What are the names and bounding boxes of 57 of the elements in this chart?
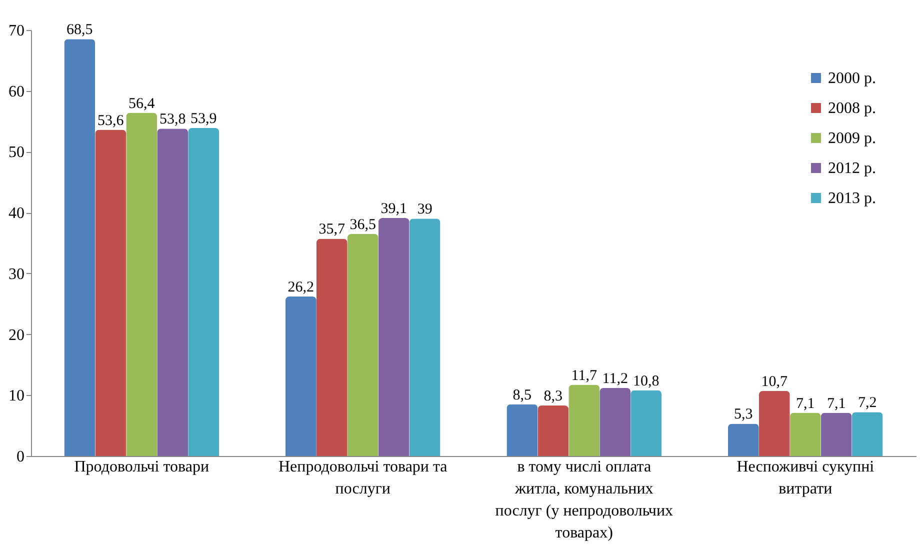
bar xyxy=(285,296,316,456)
data-label: 56,4 xyxy=(128,96,156,112)
x-tick-label: Неспоживчі сукупні витрати xyxy=(736,458,875,498)
data-label: 39,1 xyxy=(380,201,407,218)
y-tick-label: 0 xyxy=(16,448,24,466)
x-tick-label: в тому числі оплата житла, комунальних послуг (у непродовольчих товарах) xyxy=(495,458,673,542)
y-tick-label: 30 xyxy=(8,266,24,283)
bar xyxy=(95,130,126,456)
data-label: 53,6 xyxy=(98,112,124,129)
bar xyxy=(378,218,410,456)
y-tick-label: 50 xyxy=(8,144,24,162)
data-label: 8,5 xyxy=(512,387,532,404)
data-label: 39 xyxy=(417,202,432,218)
bar xyxy=(347,234,378,456)
y-tick-label: 20 xyxy=(8,326,24,344)
legend-label: 2012 р. xyxy=(828,160,876,177)
data-label: 7,1 xyxy=(826,396,846,412)
data-label: 10,8 xyxy=(632,373,660,390)
bar xyxy=(126,112,158,456)
data-label: 11,2 xyxy=(602,370,628,387)
bar xyxy=(568,384,600,456)
data-label: 7,1 xyxy=(796,396,815,412)
data-label: 36,5 xyxy=(350,216,376,233)
bar xyxy=(790,412,821,456)
y-tick-label: 10 xyxy=(8,388,24,405)
data-label: 26,2 xyxy=(288,280,314,296)
bar xyxy=(316,238,348,456)
x-tick-label: Непродовольчі товари та послуги xyxy=(278,458,448,498)
y-tick-label: 70 xyxy=(8,22,24,40)
bar xyxy=(600,388,631,456)
data-label: 68,5 xyxy=(66,22,93,38)
bar xyxy=(506,404,538,456)
data-label: 5,3 xyxy=(734,406,753,423)
bar xyxy=(630,390,662,456)
data-label: 8,3 xyxy=(544,388,563,404)
x-tick-label: Продовольчі товари xyxy=(74,458,210,476)
legend-label: 2008 р. xyxy=(828,100,876,117)
bar xyxy=(64,39,96,456)
bar xyxy=(409,218,440,456)
data-label: 53,9 xyxy=(190,110,217,127)
bar xyxy=(157,128,188,456)
bar xyxy=(728,424,759,456)
bar xyxy=(188,128,220,456)
data-label: 11,7 xyxy=(571,368,598,384)
legend-label: 2013 р. xyxy=(828,190,876,207)
y-tick-label: 40 xyxy=(8,205,24,222)
legend-label: 2000 р. xyxy=(828,70,876,87)
data-label: 7,2 xyxy=(858,395,877,412)
data-label: 53,8 xyxy=(159,112,186,128)
data-label: 35,7 xyxy=(318,222,346,238)
data-label: 10,7 xyxy=(761,374,788,390)
bar xyxy=(820,412,852,456)
bar xyxy=(538,405,569,456)
bar xyxy=(852,412,883,456)
bar xyxy=(758,390,790,456)
y-tick-label: 60 xyxy=(8,83,24,100)
legend-label: 2009 р. xyxy=(828,130,876,147)
